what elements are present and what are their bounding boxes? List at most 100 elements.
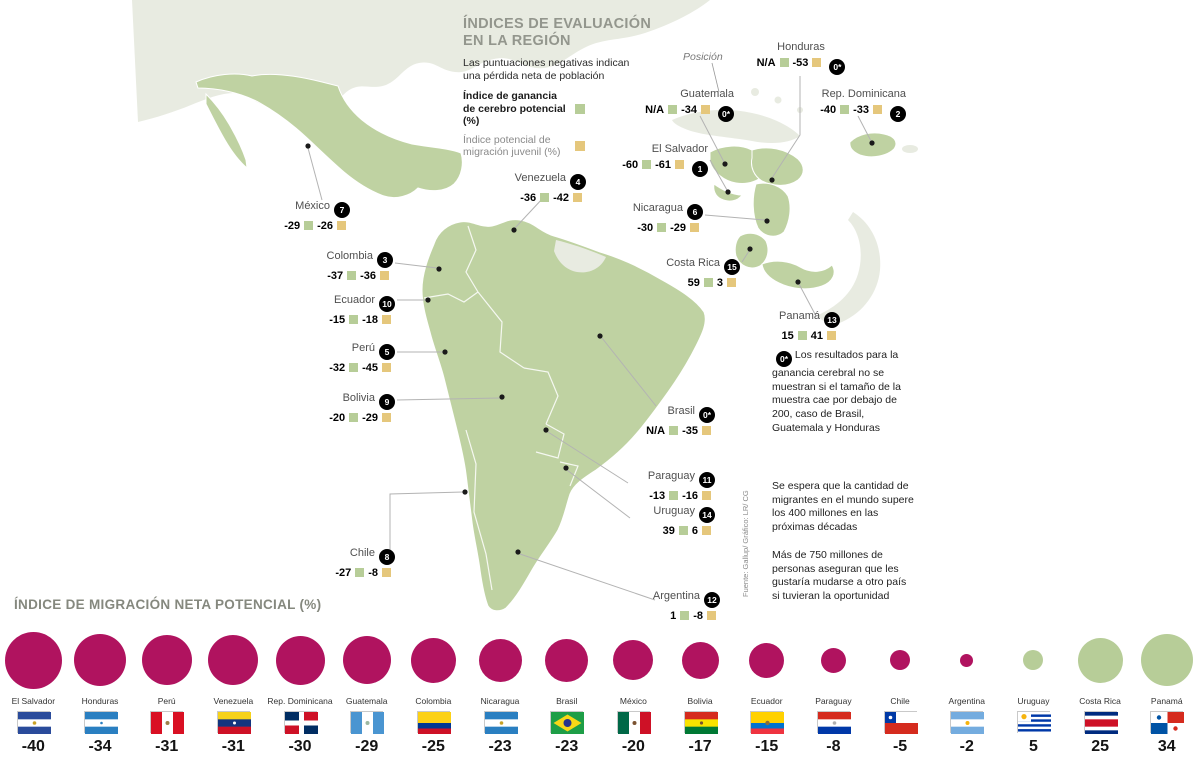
callout-panama: Panamá 13 15 41 (738, 308, 840, 344)
country-name: Venezuela (213, 696, 254, 706)
yellow-square-icon (701, 105, 710, 114)
migration-bubble (1140, 634, 1193, 686)
bubble-area (333, 624, 400, 696)
map-dot-peru (442, 349, 448, 355)
map-header: ÍNDICES DE EVALUACIÓN EN LA REGIÓN Las pu… (463, 16, 673, 158)
bubble-item-colombia: Colombia -25 (400, 624, 467, 772)
callout-rep-dominicana: Rep. Dominicana -40 -33 2 (788, 86, 906, 122)
callout-chile: Chile 8 -27 -8 (298, 545, 395, 581)
country-honduras (751, 147, 804, 186)
guianas-region (554, 240, 606, 273)
green-square-icon (680, 611, 690, 620)
country-name: El Salvador (11, 696, 56, 706)
country-name: Paraguay (815, 696, 852, 706)
bubble-item-peru: Perú -31 (133, 624, 200, 772)
bubble-area (1133, 624, 1200, 696)
migration-bubble (478, 638, 522, 682)
country-values: 15 41 (738, 328, 840, 344)
yellow-square-icon (702, 526, 711, 535)
map-dot-venezuela (511, 227, 517, 233)
rank-badge: 10 (379, 296, 395, 312)
green-square-icon (349, 315, 359, 324)
country-values: -15 -18 (303, 312, 395, 328)
country-name: Perú 5 (303, 340, 395, 360)
map-dot-costa-rica (747, 246, 753, 252)
map-dot-brasil (597, 333, 603, 339)
migration-value: -8 (826, 738, 841, 755)
bubble-area (400, 624, 467, 696)
country-name: Colombia (415, 696, 452, 706)
map-dot-el-salvador (725, 189, 731, 195)
green-square-icon (797, 331, 807, 340)
rank-badge: 6 (687, 204, 703, 220)
country-values: N/A -34 0* (622, 102, 734, 122)
country-name: El Salvador (651, 143, 708, 155)
migration-bubble (890, 650, 911, 670)
bubble-area (267, 624, 334, 696)
callout-costa-rica: Costa Rica 15 59 3 (638, 255, 740, 291)
bubble-area (800, 624, 867, 696)
bubble-item-paraguay: Paraguay -8 (800, 624, 867, 772)
country-values: -40 -33 2 (788, 102, 906, 122)
migration-value: -40 (21, 738, 45, 755)
map-dot-guatemala (722, 161, 728, 167)
country-values: -29 -26 (250, 218, 350, 234)
migration-bubble (4, 631, 62, 689)
migration-value: -2 (959, 738, 974, 755)
country-name: Argentina (948, 696, 985, 706)
green-square-icon (642, 160, 652, 169)
bubble-area (733, 624, 800, 696)
country-name: Rep. Dominicana (267, 696, 333, 706)
country-values: N/A -53 0* (745, 55, 857, 75)
rank-badge: 0* (718, 106, 734, 122)
yellow-square-icon (675, 160, 684, 169)
country-name: Guatemala (680, 88, 734, 100)
country-values: 59 3 (638, 275, 740, 291)
country-name: Rep. Dominicana (821, 88, 906, 100)
country-mexico (195, 73, 463, 199)
bubble-item-brasil: Brasil -23 (533, 624, 600, 772)
legend-youth-migration-label: Índice potencial de migración juvenil (%… (463, 133, 561, 158)
green-square-icon (349, 413, 359, 422)
rank-badge: 8 (379, 549, 395, 565)
yellow-square-icon (382, 413, 391, 422)
legend-youth-migration: Índice potencial de migración juvenil (%… (463, 134, 673, 158)
bubble-area (0, 624, 67, 696)
flag-venezuela-icon (216, 711, 251, 734)
country-name: Nicaragua 6 (598, 200, 703, 220)
migration-bubble (141, 635, 192, 685)
flag-peru-icon (150, 711, 185, 734)
country-values: -13 -16 (613, 488, 715, 504)
country-name: Colombia 3 (298, 248, 393, 268)
rank-badge: 4 (570, 174, 586, 190)
migration-bubble (275, 635, 325, 685)
country-name: Costa Rica (1079, 696, 1121, 706)
map-dot-nicaragua (764, 218, 770, 224)
rank-badge: 11 (699, 472, 715, 488)
island-hispaniola (849, 132, 897, 158)
map-dot-honduras (769, 177, 775, 183)
country-values: -30 -29 (598, 220, 703, 236)
note-400-millones: Se espera que la cantidad de migrantes e… (772, 480, 914, 533)
flag-panama-icon (1150, 711, 1185, 734)
bubble-item-panama: Panamá 34 (1133, 624, 1200, 772)
callout-honduras: Honduras N/A -53 0* (745, 39, 857, 75)
country-name: Costa Rica 15 (638, 255, 740, 275)
bubble-area (67, 624, 134, 696)
flag-mexico-icon (616, 711, 651, 734)
migration-value: -29 (355, 738, 379, 755)
yellow-square-icon (873, 105, 882, 114)
migration-bubble (681, 641, 719, 679)
callout-venezuela: Venezuela 4 -36 -42 (478, 170, 586, 206)
country-name: Nicaragua (480, 696, 520, 706)
flag-uruguay-icon (1016, 711, 1051, 734)
bubble-area (467, 624, 534, 696)
bubble-chart: El Salvador -40 Honduras -34 Perú -31 Venezuel… (0, 624, 1200, 772)
title-line-2: EN LA REGIÓN (463, 33, 571, 50)
bubble-area (200, 624, 267, 696)
flag-brasil-icon (550, 711, 585, 734)
country-values: N/A -35 (613, 423, 715, 439)
rank-badge: 15 (724, 259, 740, 275)
leader-line-brasil (601, 337, 657, 407)
